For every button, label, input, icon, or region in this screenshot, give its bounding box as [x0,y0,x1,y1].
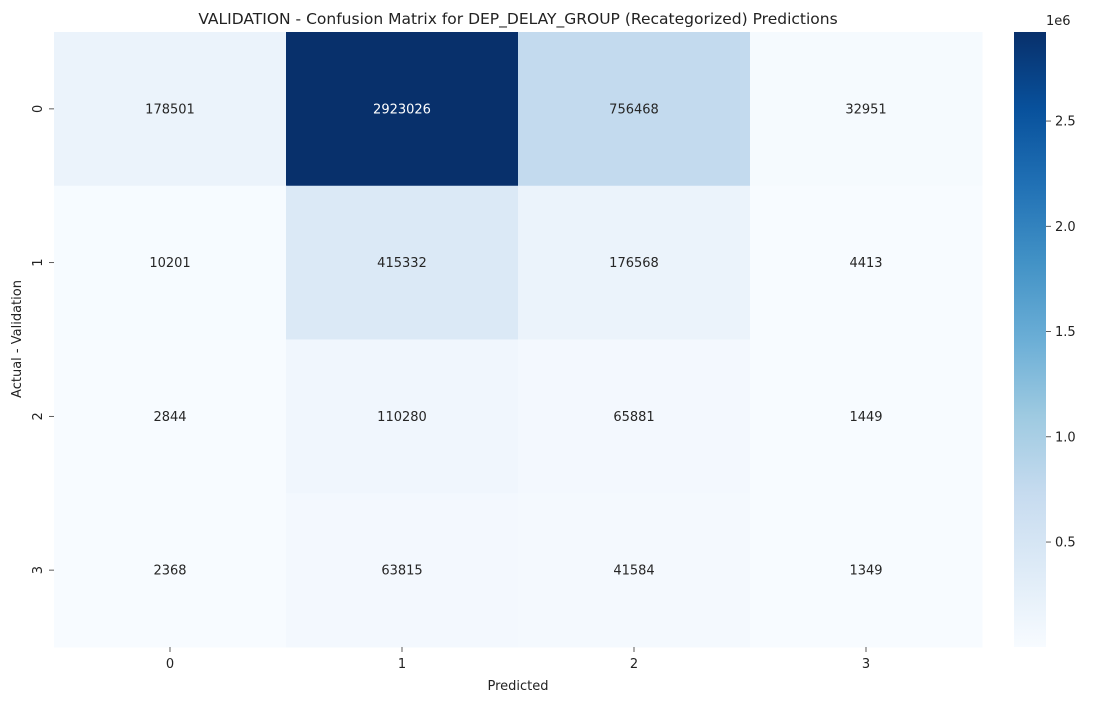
heatmap-cell [518,32,751,187]
heatmap-cell [750,493,983,648]
cell-value-label: 178501 [145,102,195,117]
y-tick-label: 1 [31,258,46,266]
x-axis-label: Predicted [487,679,548,694]
cell-value-label: 2923026 [373,102,431,117]
heatmap-cell [286,32,519,187]
cell-value-label: 63815 [381,564,422,579]
cell-value-label: 32951 [845,102,886,117]
colorbar-tick-label: 1.5 [1055,325,1076,340]
heatmap-cell-labels: 178501 2923026 756468 32951 10201 415332 17656… [145,102,887,578]
x-tick-label: 2 [630,657,638,672]
heatmap-cell [286,339,519,494]
x-tick-label: 3 [862,657,870,672]
colorbar-tick-label: 2.0 [1055,220,1076,235]
colorbar-tick-label: 2.5 [1055,115,1076,130]
colorbar-ticks: 0.5 1.0 1.5 2.0 2.5 [1046,115,1076,551]
heatmap-cell [286,493,519,648]
cell-value-label: 176568 [609,256,659,271]
heatmap-cell [750,32,983,187]
y-axis-ticks: 0 1 2 3 [31,105,54,574]
y-axis-label: Actual - Validation [10,280,25,398]
heatmap-cells [54,32,983,648]
cell-value-label: 110280 [377,410,427,425]
heatmap-cell [518,339,751,494]
cell-value-label: 756468 [609,102,659,117]
colorbar [1014,32,1046,647]
chart-title: VALIDATION - Confusion Matrix for DEP_DE… [198,10,837,29]
cell-value-label: 4413 [849,256,882,271]
colorbar-tick-label: 1.0 [1055,430,1076,445]
y-tick-label: 0 [31,105,46,113]
y-tick-label: 3 [31,566,46,574]
heatmap-cell [54,339,287,494]
cell-value-label: 65881 [613,410,654,425]
cell-value-label: 10201 [149,256,190,271]
cell-value-label: 1349 [849,564,882,579]
heatmap-cell [518,185,751,340]
cell-value-label: 2844 [153,410,186,425]
heatmap-cell [54,493,287,648]
colorbar-tick-label: 0.5 [1055,536,1076,551]
cell-value-label: 2368 [153,564,186,579]
heatmap-cell [750,185,983,340]
cell-value-label: 1449 [849,410,882,425]
x-axis-ticks: 0 1 2 3 [166,647,870,672]
y-tick-label: 2 [31,412,46,420]
heatmap-cell [54,185,287,340]
heatmap-cell [518,493,751,648]
heatmap-cell [750,339,983,494]
heatmap-cell [54,32,287,187]
cell-value-label: 41584 [613,564,654,579]
cell-value-label: 415332 [377,256,427,271]
colorbar-multiplier: 1e6 [1046,14,1071,29]
x-tick-label: 0 [166,657,174,672]
x-tick-label: 1 [398,657,406,672]
heatmap-cell [286,185,519,340]
